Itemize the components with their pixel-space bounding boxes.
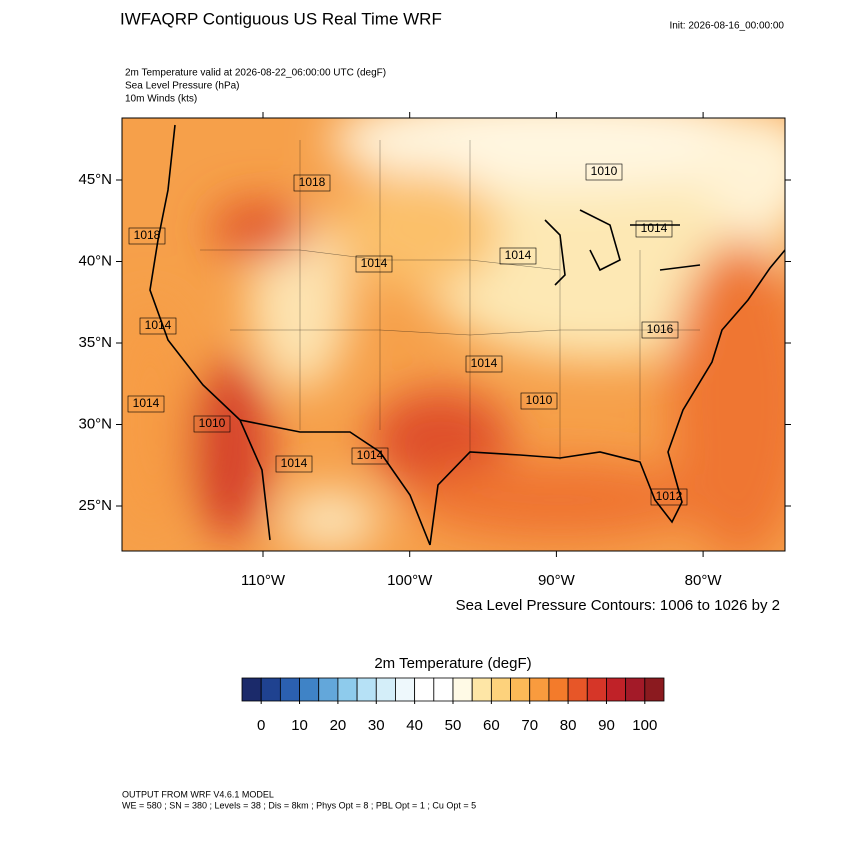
contour-label-box	[127, 395, 165, 413]
colorbar-box	[279, 677, 300, 702]
contour-label: 1016	[647, 322, 674, 336]
contour-label: 1014	[641, 221, 668, 235]
colorbar-tick-label: 100	[632, 717, 657, 734]
contour-label: 1014	[133, 396, 160, 410]
temperature-shading	[122, 118, 785, 551]
colorbar-box	[490, 677, 511, 702]
colorbar-tick-label: 80	[560, 717, 577, 734]
lon-tick-label: 80°W	[685, 572, 723, 589]
contour-label: 1010	[526, 393, 553, 407]
colorbar-tick-label: 20	[330, 717, 347, 734]
contour-label-box	[650, 488, 688, 506]
colorbar-box	[356, 677, 377, 702]
contour-label-box	[275, 455, 313, 473]
colorbar-box	[241, 677, 262, 702]
contour-label: 1018	[134, 228, 161, 242]
contour-label: 1014	[361, 256, 388, 270]
contour-label-box	[585, 163, 623, 181]
colorbar-title: 2m Temperature (degF)	[374, 655, 531, 672]
init-time: Init: 2026-08-16_00:00:00	[669, 21, 784, 32]
contour-label: 1014	[145, 318, 172, 332]
colorbar-tick-label: 10	[291, 717, 308, 734]
contour-label-box	[520, 392, 558, 410]
lon-tick-label: 110°W	[241, 572, 286, 589]
contour-label: 1010	[591, 164, 618, 178]
subtitle: Sea Level Pressure (hPa)	[125, 81, 240, 92]
colorbar-tick-label: 90	[598, 717, 615, 734]
lat-tick-label: 25°N	[78, 497, 112, 514]
contour-label: 1014	[281, 456, 308, 470]
contour-label-box	[635, 220, 673, 238]
lon-tick-label: 90°W	[538, 572, 576, 589]
colorbar-box	[471, 677, 492, 702]
colorbar-tick-label: 70	[521, 717, 538, 734]
colorbar-box	[510, 677, 531, 702]
colorbar-box	[414, 677, 435, 702]
subtitle: 2m Temperature valid at 2026-08-22_06:00…	[125, 68, 386, 79]
contour-label: 1018	[299, 175, 326, 189]
colorbar-box	[318, 677, 339, 702]
colorbar-box	[625, 677, 646, 702]
colorbar-box	[529, 677, 550, 702]
contour-label-box	[351, 447, 389, 465]
footer-line: WE = 580 ; SN = 380 ; Levels = 38 ; Dis …	[122, 800, 476, 810]
subtitle: 10m Winds (kts)	[125, 94, 197, 105]
colorbar-tick-label: 60	[483, 717, 500, 734]
colorbar-box	[260, 677, 281, 702]
contour-label-box	[355, 255, 393, 273]
colorbar-box	[433, 677, 454, 702]
colorbar-box	[548, 677, 569, 702]
contour-label: 1014	[505, 248, 532, 262]
colorbar-box	[395, 677, 416, 702]
contour-label-box	[465, 355, 503, 373]
coastlines	[149, 124, 785, 546]
colorbar-tick-label: 50	[445, 717, 462, 734]
lat-tick-label: 45°N	[78, 171, 112, 188]
contour-note: Sea Level Pressure Contours: 1006 to 102…	[456, 597, 780, 614]
lat-tick-label: 30°N	[78, 415, 112, 432]
colorbar-tick-label: 40	[406, 717, 423, 734]
contour-label: 1014	[357, 448, 384, 462]
map-frame	[121, 117, 786, 552]
map-field	[122, 118, 785, 551]
contour-label-box	[139, 317, 177, 335]
colorbar-tick-label: 30	[368, 717, 385, 734]
lat-tick-label: 40°N	[78, 252, 112, 269]
contour-label-box	[193, 415, 231, 433]
contour-label-box	[641, 321, 679, 339]
lon-tick-label: 100°W	[387, 572, 433, 589]
footer-line: OUTPUT FROM WRF V4.6.1 MODEL	[122, 789, 274, 799]
state-borders	[200, 140, 700, 460]
colorbar-box	[606, 677, 627, 702]
contour-label-box	[499, 247, 537, 265]
contour-label: 1010	[199, 416, 226, 430]
contour-label: 1014	[471, 356, 498, 370]
colorbar-box	[375, 677, 396, 702]
colorbar-box	[299, 677, 320, 702]
contour-label-box	[128, 227, 166, 245]
lat-tick-label: 35°N	[78, 334, 112, 351]
colorbar-tick-label: 0	[257, 717, 265, 734]
contour-label-box	[293, 174, 331, 192]
colorbar-box	[337, 677, 358, 702]
colorbar-box	[586, 677, 607, 702]
title: IWFAQRP Contiguous US Real Time WRF	[120, 9, 442, 28]
contour-label: 1012	[656, 489, 683, 503]
colorbar-box	[567, 677, 588, 702]
colorbar-box	[644, 677, 665, 702]
colorbar-box	[452, 677, 473, 702]
